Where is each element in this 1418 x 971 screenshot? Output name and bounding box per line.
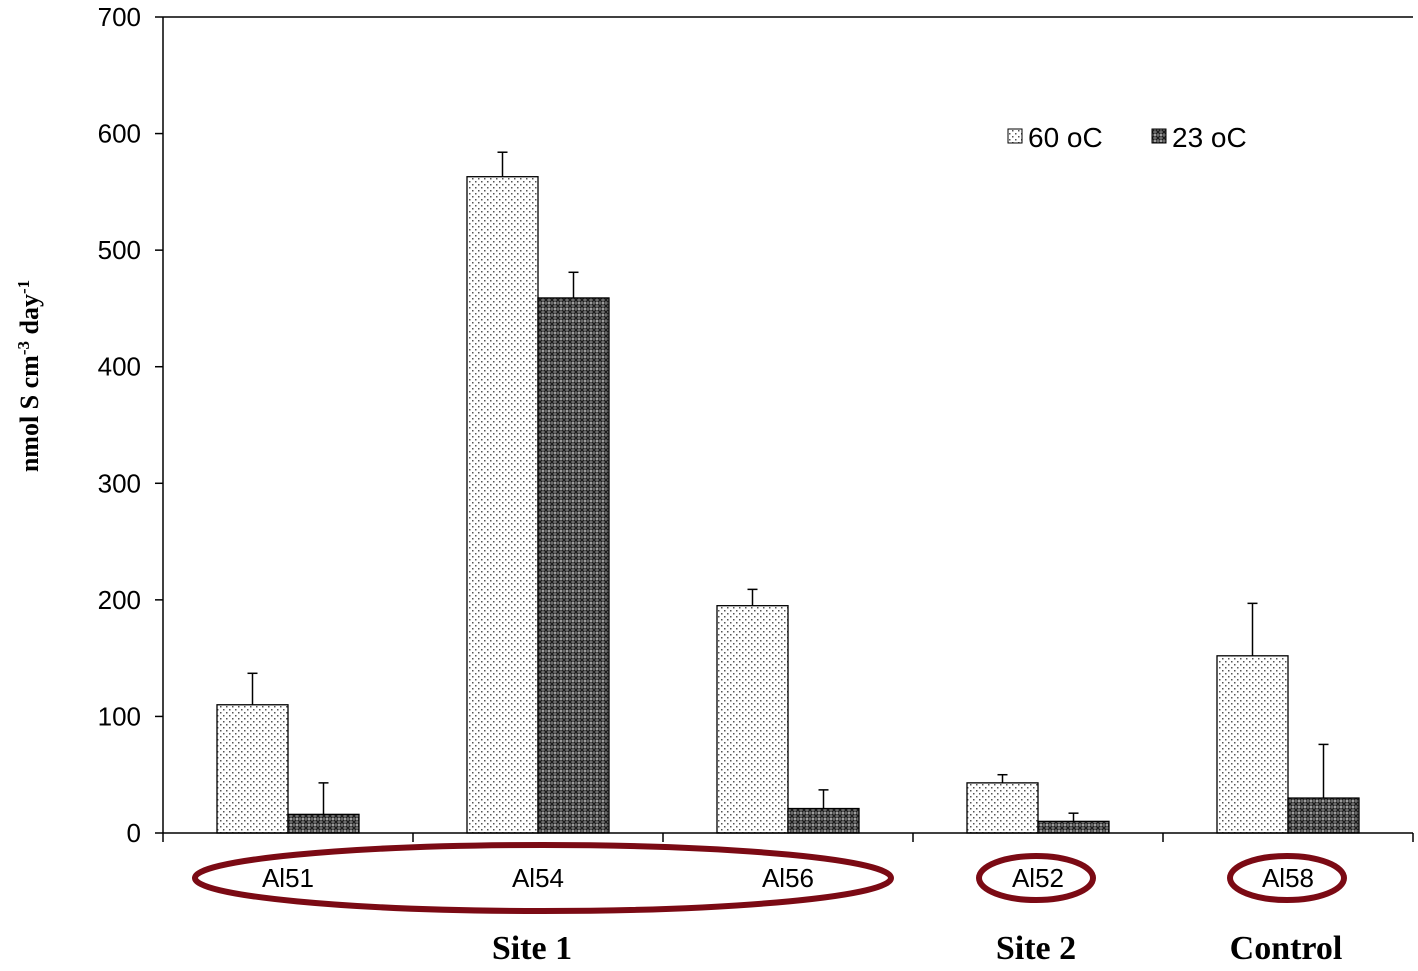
y-axis-label: nmol S cm-3 day-1 (14, 280, 45, 472)
category-label-al56: Al56 (762, 863, 814, 893)
legend-label-23oc: 23 oC (1172, 122, 1247, 153)
group-label-site-1: Site 1 (492, 930, 572, 967)
legend: 60 oC 23 oC (1007, 122, 1247, 153)
site1-highlight-oval (192, 842, 894, 914)
error-bars (247, 151, 1329, 822)
legend-label-60oc: 60 oC (1028, 122, 1103, 153)
legend-swatch-23oc (1151, 128, 1167, 144)
bar-al51-series-0 (216, 704, 289, 834)
bar-al56-series-1 (787, 807, 860, 834)
bar-al58-series-0 (1216, 655, 1289, 834)
y-tick-label: 400 (98, 352, 141, 382)
category-label-al52: Al52 (1012, 863, 1064, 893)
bar-al51-series-1 (287, 813, 360, 834)
category-label-al51: Al51 (262, 863, 314, 893)
y-tick-label: 600 (98, 119, 141, 149)
bar-al54-series-1 (537, 297, 610, 834)
y-tick-label: 100 (98, 701, 141, 731)
bar-al54-series-0 (466, 176, 539, 834)
group-labels: Site 1 Site 2 Control (492, 930, 1343, 967)
category-labels: Al51 Al54 Al56 Al52 Al58 (262, 863, 1314, 893)
group-label-site-2: Site 2 (996, 930, 1076, 967)
y-tick-label: 700 (98, 2, 141, 32)
bars (216, 176, 1360, 834)
category-label-al58: Al58 (1262, 863, 1314, 893)
y-tick-label: 0 (127, 818, 141, 848)
bar-al52-series-0 (966, 782, 1039, 834)
y-tick-label: 500 (98, 235, 141, 265)
bar-al56-series-0 (716, 605, 789, 834)
category-label-al54: Al54 (512, 863, 564, 893)
x-axis-ticks (162, 833, 1414, 842)
site2-highlight-oval (976, 853, 1096, 903)
y-tick-label: 200 (98, 585, 141, 615)
y-axis-ticks: 0 100 200 300 400 500 600 700 (98, 2, 163, 848)
bar-al52-series-1 (1037, 820, 1110, 834)
bar-al58-series-1 (1287, 797, 1360, 834)
group-label-control: Control (1230, 930, 1343, 967)
control-highlight-oval (1227, 853, 1347, 903)
legend-swatch-60oc (1007, 128, 1023, 144)
y-tick-label: 300 (98, 468, 141, 498)
